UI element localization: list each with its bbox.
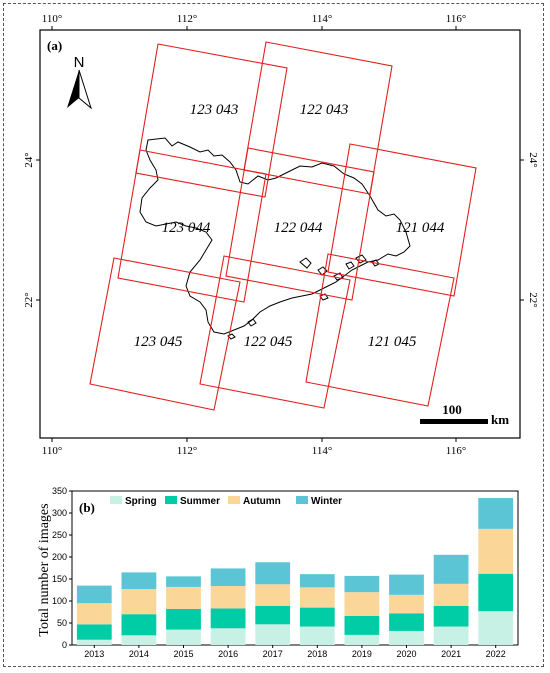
tile-label: 123 045 (134, 334, 183, 350)
map-panel: 110° 112° 114° 116° 110° 112° 114° 116° … (23, 13, 539, 457)
tile-123-044 (117, 149, 267, 303)
lon-tick-top: 112° (177, 13, 198, 25)
tile-122-045 (199, 255, 351, 409)
tile-label: 122 043 (300, 102, 349, 118)
study-area-outline (139, 137, 411, 335)
lon-tick-bottom: 112° (177, 445, 198, 457)
tile-label: 122 045 (244, 334, 293, 350)
scale-bar (420, 419, 488, 424)
figure-frame (3, 3, 544, 667)
lon-tick-top: 110° (42, 13, 63, 25)
tile-label: 122 044 (274, 220, 323, 236)
tile-label: 123 043 (190, 102, 239, 118)
tile-label: 121 045 (368, 334, 417, 350)
map-frame (39, 29, 521, 439)
lat-tick-left: 24° (23, 152, 35, 167)
north-arrow-icon (67, 69, 92, 110)
tile-label: 123 044 (162, 220, 211, 236)
north-label: N (74, 54, 85, 71)
tile-122-044 (225, 147, 375, 301)
tile-label: 121 044 (396, 220, 445, 236)
tile-121-045 (305, 253, 455, 407)
lon-tick-bottom: 114° (312, 445, 333, 457)
tile-121-044 (327, 143, 477, 297)
lat-tick-right: 24° (527, 152, 539, 167)
panel-label-a: (a) (47, 38, 62, 53)
lon-tick-bottom: 116° (446, 445, 467, 457)
tile-123-043 (135, 43, 288, 198)
tile-123-045 (89, 257, 241, 411)
scale-unit: km (491, 412, 509, 427)
tile-footprints (89, 41, 477, 411)
lat-tick-left: 22° (23, 292, 35, 307)
lon-tick-top: 116° (446, 13, 467, 25)
lon-tick-bottom: 110° (42, 445, 63, 457)
lat-tick-right: 22° (527, 292, 539, 307)
scale-value: 100 (442, 402, 462, 417)
lon-tick-top: 114° (312, 13, 333, 25)
